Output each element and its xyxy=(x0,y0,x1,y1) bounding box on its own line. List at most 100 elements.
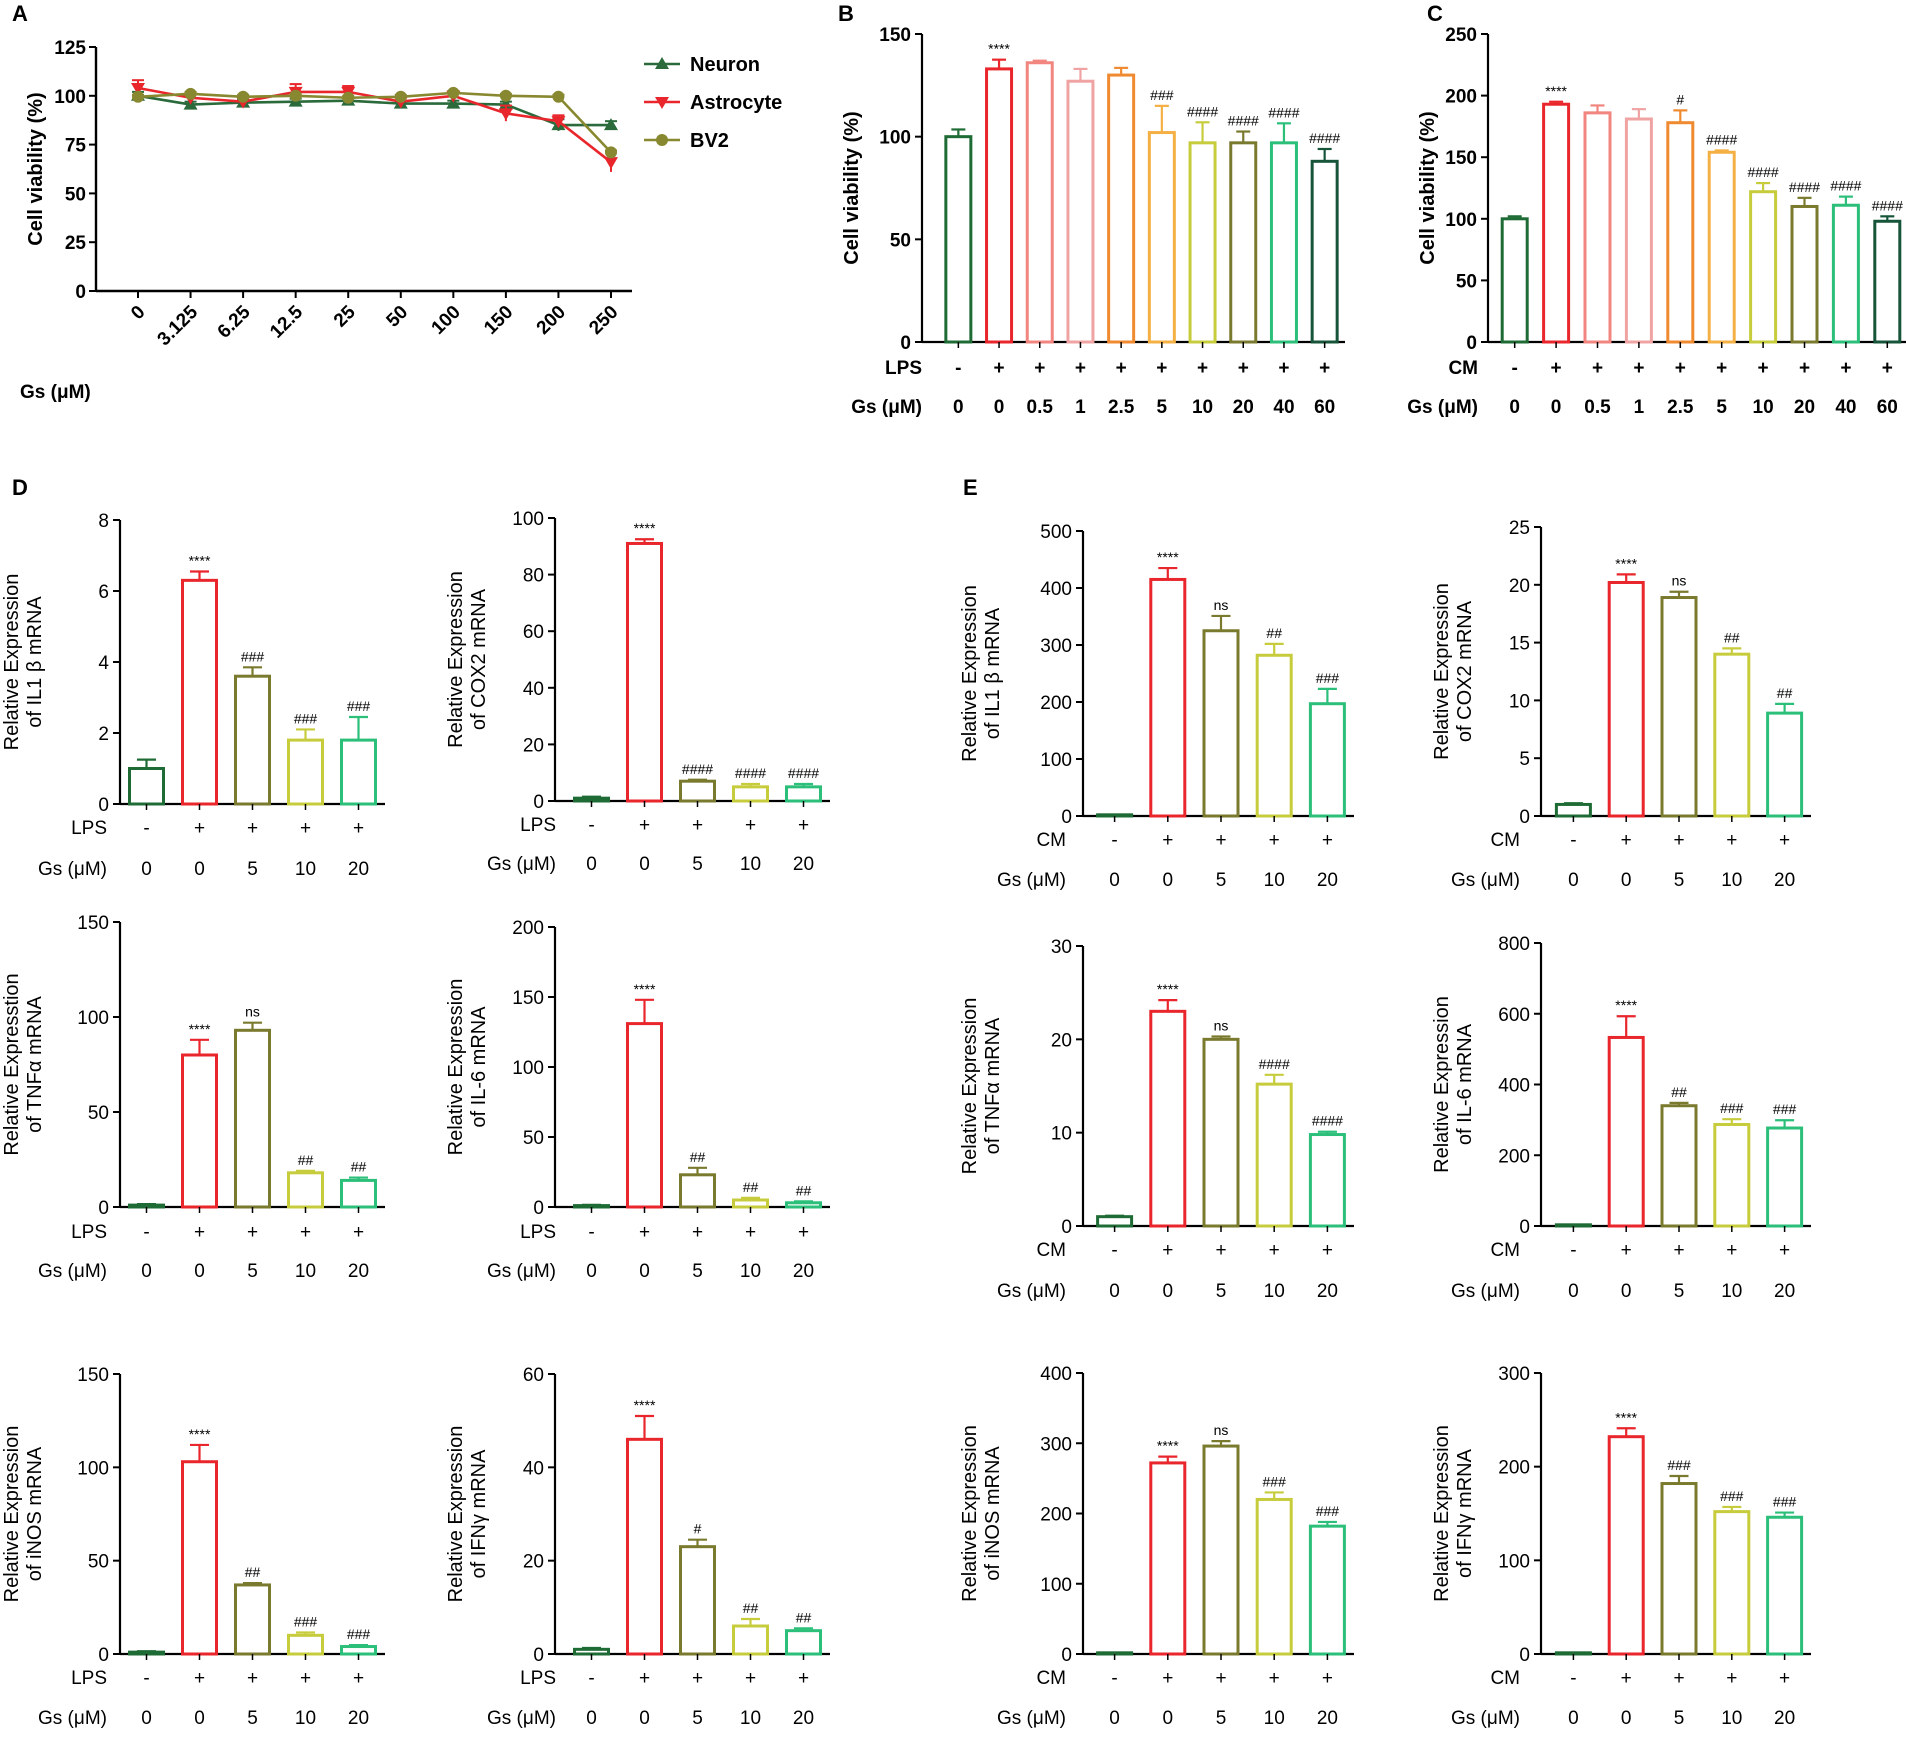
bar xyxy=(1096,1215,1134,1228)
y-tick-label: 100 xyxy=(77,1458,109,1479)
condition-label: + xyxy=(1799,358,1810,379)
data-point xyxy=(447,86,460,99)
y-tick-label: 15 xyxy=(1509,634,1530,655)
condition-label: + xyxy=(1238,358,1249,379)
condition-label: + xyxy=(194,818,205,839)
significance-label: #### xyxy=(1830,178,1861,194)
condition-label: + xyxy=(1716,358,1727,379)
y-tick-label: 10 xyxy=(1051,1124,1072,1145)
x-tick-label: 0 xyxy=(1509,397,1520,418)
bar xyxy=(1554,1651,1592,1656)
condition-label: + xyxy=(745,1668,756,1689)
significance-label: ns xyxy=(1214,1422,1229,1438)
y-axis-label: Relative Expression xyxy=(1431,583,1453,760)
y-tick-label: 0 xyxy=(75,282,86,303)
x-tick-label: 0 xyxy=(1163,870,1174,891)
condition-label: + xyxy=(353,1222,364,1243)
bar xyxy=(1766,1515,1804,1656)
significance-label: #### xyxy=(788,765,819,781)
y-tick-label: 50 xyxy=(523,1128,544,1149)
x-tick-label: 0.5 xyxy=(1584,397,1611,418)
y-tick-label: 10 xyxy=(1509,691,1530,712)
y-tick-label: 300 xyxy=(1498,1364,1530,1385)
x-tick-label: 40 xyxy=(1273,397,1294,418)
x-tick-label: 1 xyxy=(1634,397,1645,418)
significance-label: ### xyxy=(1773,1101,1797,1117)
row-label-dose: Gs (μM) xyxy=(851,397,922,418)
significance-label: **** xyxy=(1615,1409,1637,1425)
x-tick-label: 0 xyxy=(194,1261,205,1282)
row-label-treatment: CM xyxy=(1490,1668,1520,1689)
y-tick-label: 100 xyxy=(1445,210,1477,231)
y-tick-label: 0 xyxy=(1519,1217,1530,1238)
x-tick-label: 0 xyxy=(1109,1281,1120,1302)
y-tick-label: 100 xyxy=(1040,750,1072,771)
condition-label: - xyxy=(588,1222,594,1243)
x-tick-label: 0 xyxy=(1109,870,1120,891)
x-tick-label: 0 xyxy=(194,859,205,880)
significance-label: ### xyxy=(347,698,371,714)
y-tick-label: 30 xyxy=(1051,937,1072,958)
bar xyxy=(732,785,769,803)
condition-label: - xyxy=(588,1668,594,1689)
y-tick-label: 600 xyxy=(1498,1005,1530,1026)
legend-label: Astrocyte xyxy=(690,92,782,114)
significance-label: ns xyxy=(1214,597,1229,613)
condition-label: + xyxy=(1882,358,1893,379)
x-tick-label: 20 xyxy=(1794,397,1815,418)
significance-label: ### xyxy=(1263,1473,1287,1489)
x-tick-label: 10 xyxy=(295,1708,316,1729)
condition-label: + xyxy=(1269,1668,1280,1689)
condition-label: + xyxy=(1779,1240,1790,1261)
y-tick-label: 50 xyxy=(1456,271,1477,292)
condition-label: + xyxy=(1162,1240,1173,1261)
condition-label: + xyxy=(1162,830,1173,851)
x-tick-label: 0 xyxy=(141,1261,152,1282)
condition-label: + xyxy=(1319,358,1330,379)
x-tick-label: 60 xyxy=(1314,397,1335,418)
y-axis-label: of IFNγ mRNA xyxy=(468,1449,490,1579)
bar xyxy=(1554,1223,1592,1228)
bar xyxy=(1607,1435,1645,1656)
y-axis-label: of IL-6 mRNA xyxy=(468,1006,490,1128)
data-point xyxy=(604,157,618,170)
significance-label: ### xyxy=(1720,1488,1744,1504)
y-tick-label: 300 xyxy=(1040,1434,1072,1455)
x-tick-label: 40 xyxy=(1835,397,1856,418)
x-tick-label: 50 xyxy=(383,302,413,332)
y-tick-label: 40 xyxy=(523,1458,544,1479)
row-label-treatment: CM xyxy=(1036,1668,1066,1689)
bar xyxy=(1147,131,1176,344)
bar xyxy=(679,1173,716,1209)
y-tick-label: 100 xyxy=(1498,1551,1530,1572)
significance-label: ## xyxy=(796,1609,812,1625)
bar xyxy=(573,1204,610,1209)
condition-label: + xyxy=(1621,1668,1632,1689)
significance-label: **** xyxy=(634,520,656,536)
significance-label: ## xyxy=(743,1179,759,1195)
condition-label: + xyxy=(247,818,258,839)
significance-label: ### xyxy=(1720,1100,1744,1116)
bar xyxy=(1713,1122,1751,1228)
x-tick-label: 5 xyxy=(1157,397,1168,418)
condition-label: + xyxy=(692,1668,703,1689)
x-tick-label: 5 xyxy=(1674,1281,1685,1302)
bar xyxy=(234,1028,271,1209)
y-tick-label: 25 xyxy=(65,233,87,254)
significance-label: ### xyxy=(1316,670,1340,686)
significance-label: ### xyxy=(294,1614,318,1630)
condition-label: + xyxy=(798,1668,809,1689)
y-axis-label: Relative Expression xyxy=(445,979,467,1156)
x-tick-label: 20 xyxy=(1774,870,1795,891)
x-tick-label: 3.125 xyxy=(154,301,203,350)
condition-label: + xyxy=(1322,1668,1333,1689)
bar xyxy=(679,779,716,803)
y-tick-label: 0 xyxy=(1519,807,1530,828)
bar xyxy=(1255,653,1293,818)
x-tick-label: 0 xyxy=(141,859,152,880)
y-tick-label: 20 xyxy=(1509,576,1530,597)
bar xyxy=(1229,141,1258,344)
data-point xyxy=(498,97,513,110)
